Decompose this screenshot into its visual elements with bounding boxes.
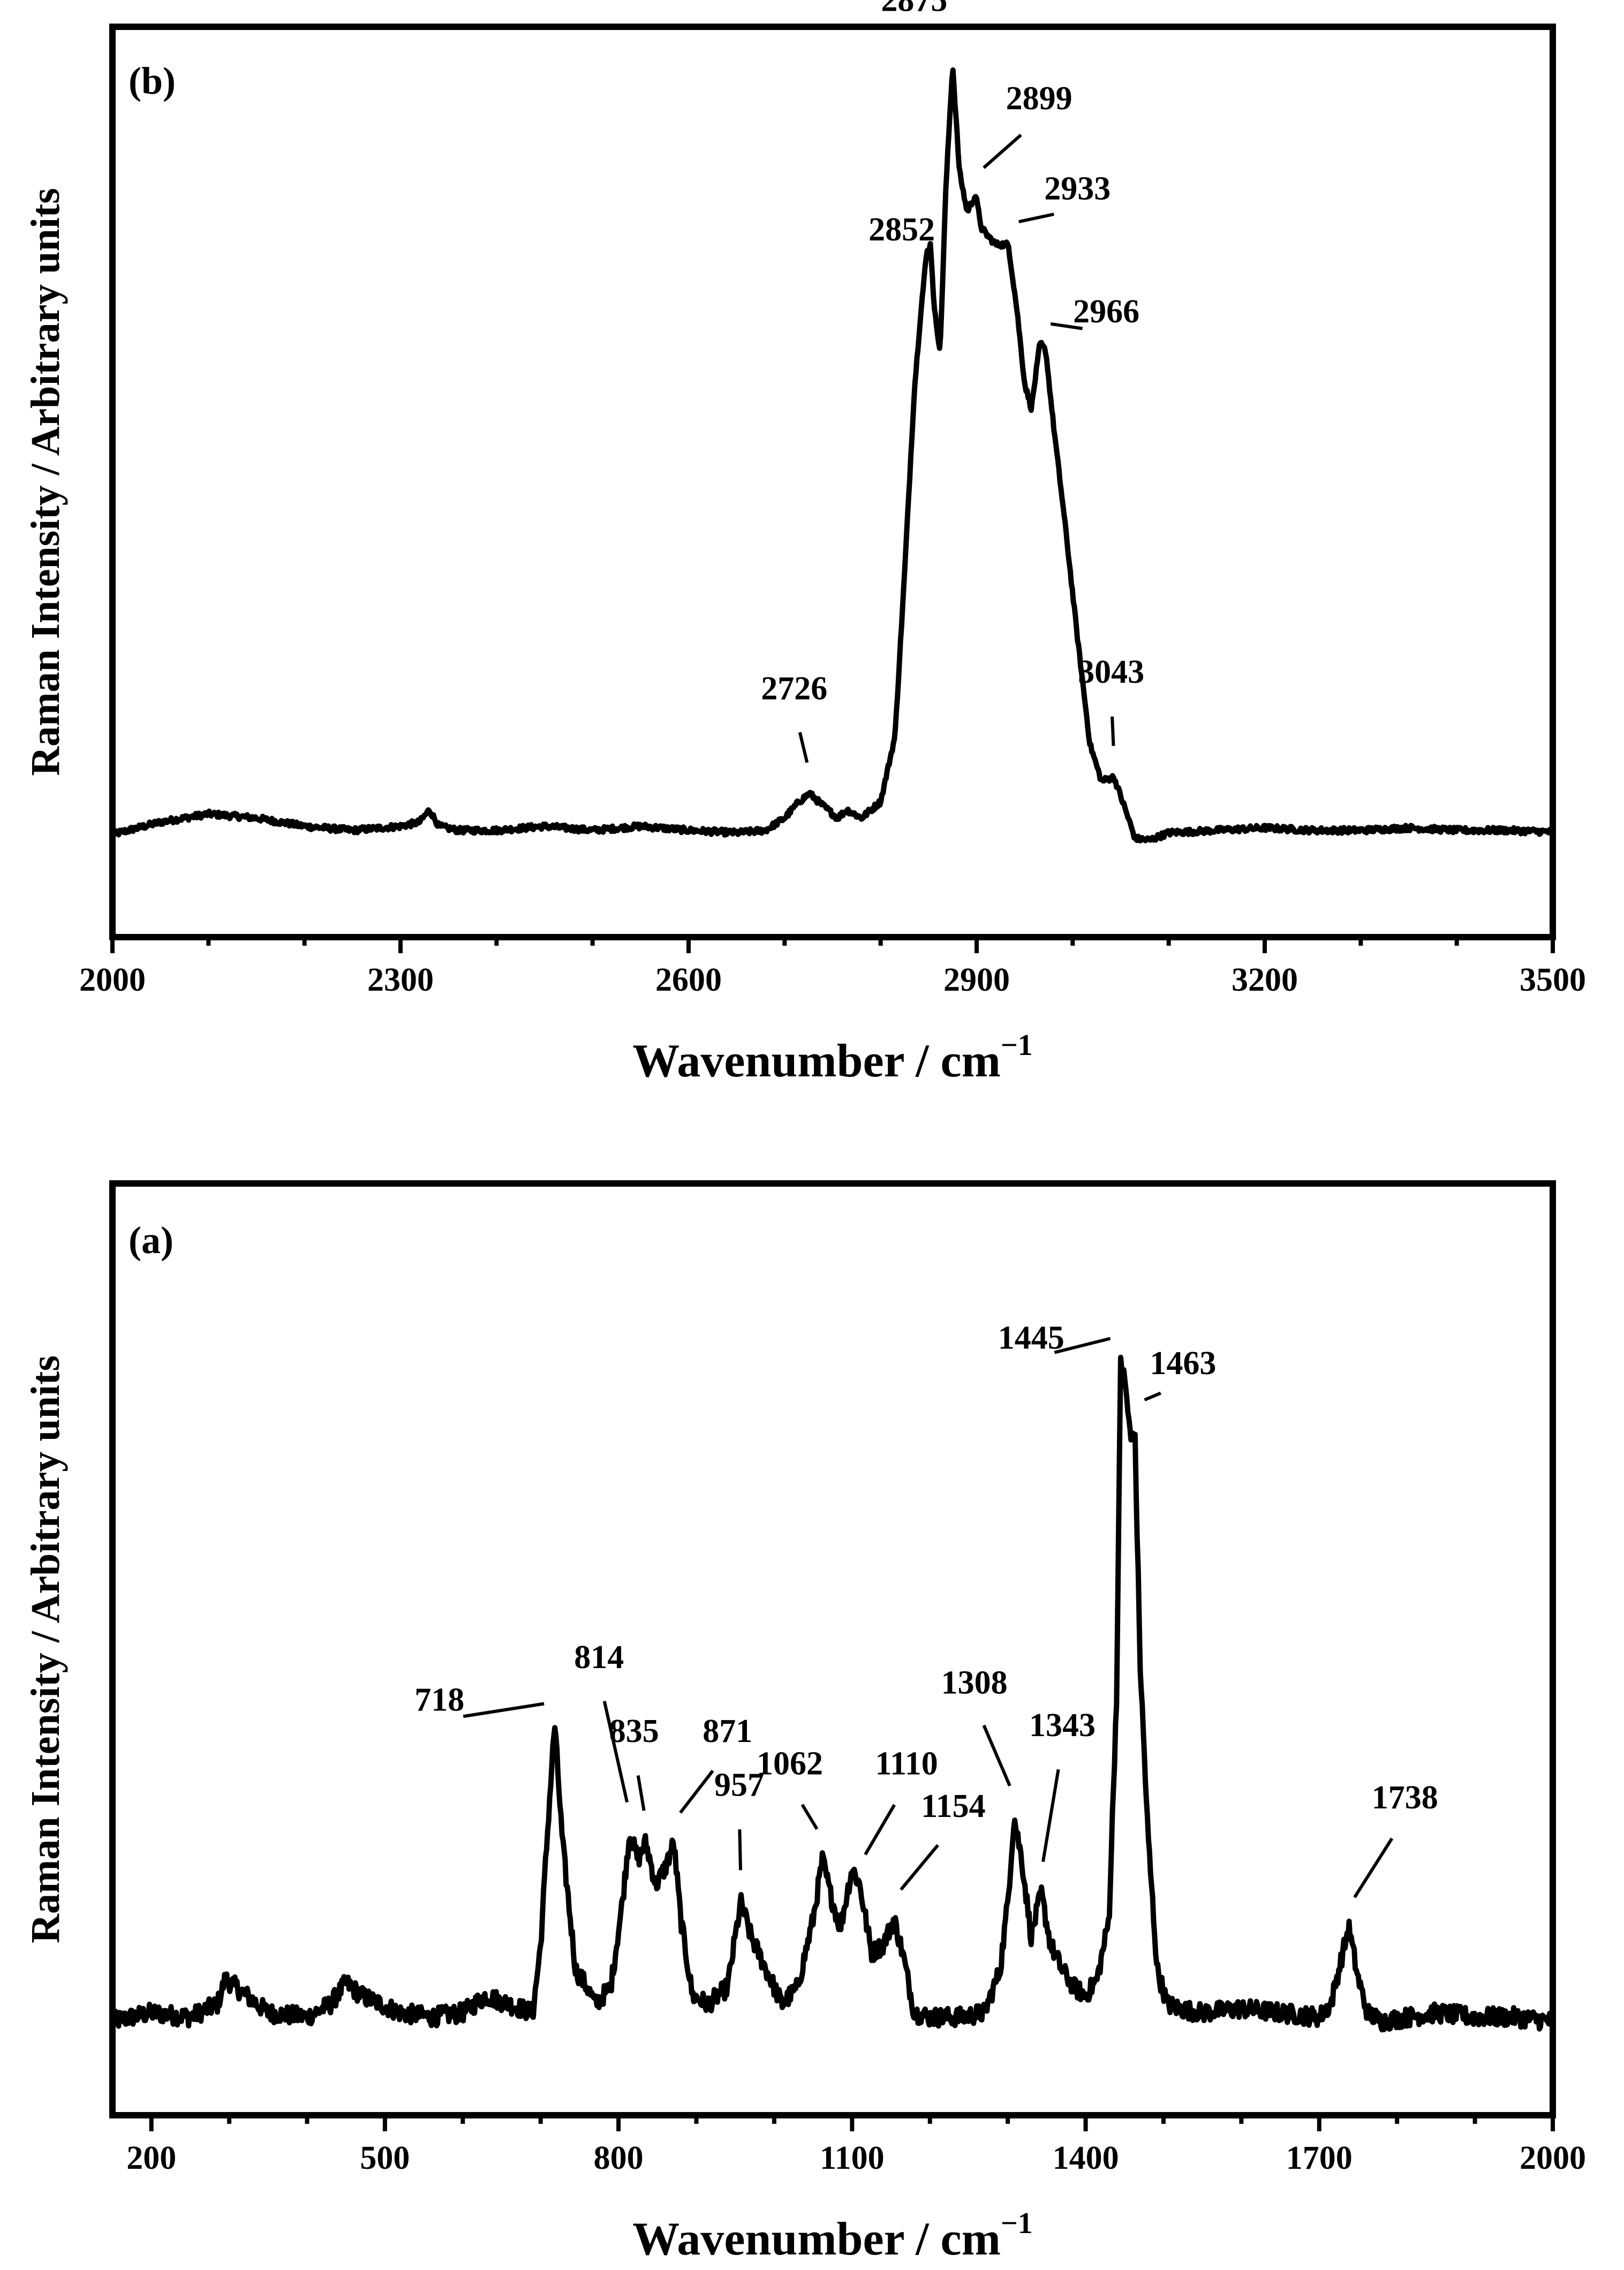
peak-label: 2726 [761,670,827,707]
panel-b-xlabel-text: Wavenumber / cm [632,1035,1001,1087]
peak-label: 2966 [1073,293,1139,330]
peak-leader-line [636,1775,646,1811]
peak-leader-line [983,133,1022,169]
peak-leader-line [1041,1769,1060,1862]
peak-leader-line [800,1804,819,1830]
panel-a-xtick-label: 1400 [1053,2140,1119,2176]
panel-a-xtick-label: 800 [594,2140,644,2176]
peak-label: 1343 [1029,1707,1096,1744]
peak-leader-line [900,1844,939,1891]
panel-a-series [110,1354,1555,2033]
panel-a-frame [109,1180,1556,2118]
panel-b-peak-labels: 2726 2852 2875 2899 2933 2966 3043 [761,0,1144,763]
panel-a-xlabel-text: Wavenumber / cm [632,2213,1001,2265]
peak-label: 814 [574,1639,624,1676]
panel-b-xtick-label: 3500 [1520,962,1586,998]
panel-a-xtick-label: 200 [126,2140,176,2176]
peak-label: 2933 [1044,170,1111,207]
panel-b-xticks: 2000 2300 2600 2900 3200 3500 [79,937,1586,998]
panel-a-spectrum-line [110,1354,1555,2033]
panel-b-xlabel: Wavenumber / cm−1 [632,1029,1033,1087]
panel-b-series [110,67,1555,844]
peak-label: 2899 [1006,80,1072,117]
panel-b-frame [109,24,1556,940]
panel-b-spectrum-line [110,67,1555,844]
peak-leader-line [602,1701,629,1803]
peak-label: 1308 [941,1664,1008,1701]
peak-label: 871 [703,1713,752,1749]
peak-label: 718 [414,1681,464,1718]
peak-leader-line [864,1804,896,1856]
peak-label: 1154 [921,1788,986,1824]
peak-leader-line [1018,213,1054,224]
panel-a-xlabel: Wavenumber / cm−1 [632,2207,1033,2265]
panel-b: 2000 2300 2600 2900 3200 3500 2726 2852 2875 289… [23,0,1586,1087]
peak-leader-line [1353,1837,1394,1898]
panel-a-xtick-label: 1700 [1286,2140,1353,2176]
panel-a-xtick-label: 2000 [1520,2140,1586,2176]
peak-label: 1738 [1372,1779,1438,1816]
panel-b-xtick-label: 2000 [79,962,146,998]
panel-b-xtick-label: 3200 [1232,962,1298,998]
peak-leader-line [798,731,809,763]
panel-a-xticks: 200 500 800 1100 1400 1700 2000 [126,2115,1586,2176]
panel-a-xtick-label: 1100 [820,2140,885,2176]
peak-leader-line [1050,322,1083,330]
peak-leader-line [738,1829,742,1871]
peak-leader-line [463,1702,545,1718]
panel-a-xlabel-sup: −1 [1001,2207,1033,2240]
panel-a-ylabel: Raman Intensity / Arbitrary units [23,1355,68,1943]
panel-a: 200 500 800 1100 1400 1700 2000 718 814 835 871 95… [23,1180,1586,2265]
panel-a-xtick-label: 500 [360,2140,410,2176]
peak-label: 957 [714,1767,764,1803]
panel-a-label: (a) [129,1219,173,1262]
peak-label: 1062 [757,1746,823,1782]
panel-b-label: (b) [129,59,176,102]
peak-label: 2852 [868,212,935,248]
peak-label: 835 [609,1713,659,1749]
peak-label: 1445 [998,1320,1064,1356]
panel-b-xtick-label: 2900 [943,962,1010,998]
panel-b-xtick-label: 2300 [367,962,434,998]
panel-b-xtick-label: 2600 [655,962,722,998]
peak-leader-line [1111,716,1115,746]
peak-leader-line [982,1724,1011,1787]
peak-label: 3043 [1078,654,1144,690]
peak-leader-line [1054,1337,1111,1354]
peak-label: 1110 [875,1746,938,1782]
peak-label: 1463 [1150,1345,1216,1382]
peak-leader-line [1144,1391,1161,1401]
panel-b-xlabel-sup: −1 [1001,1029,1033,1062]
peak-leader-line [679,1769,714,1814]
panel-b-ylabel: Raman Intensity / Arbitrary units [23,188,68,776]
peak-label: 2875 [881,0,947,19]
